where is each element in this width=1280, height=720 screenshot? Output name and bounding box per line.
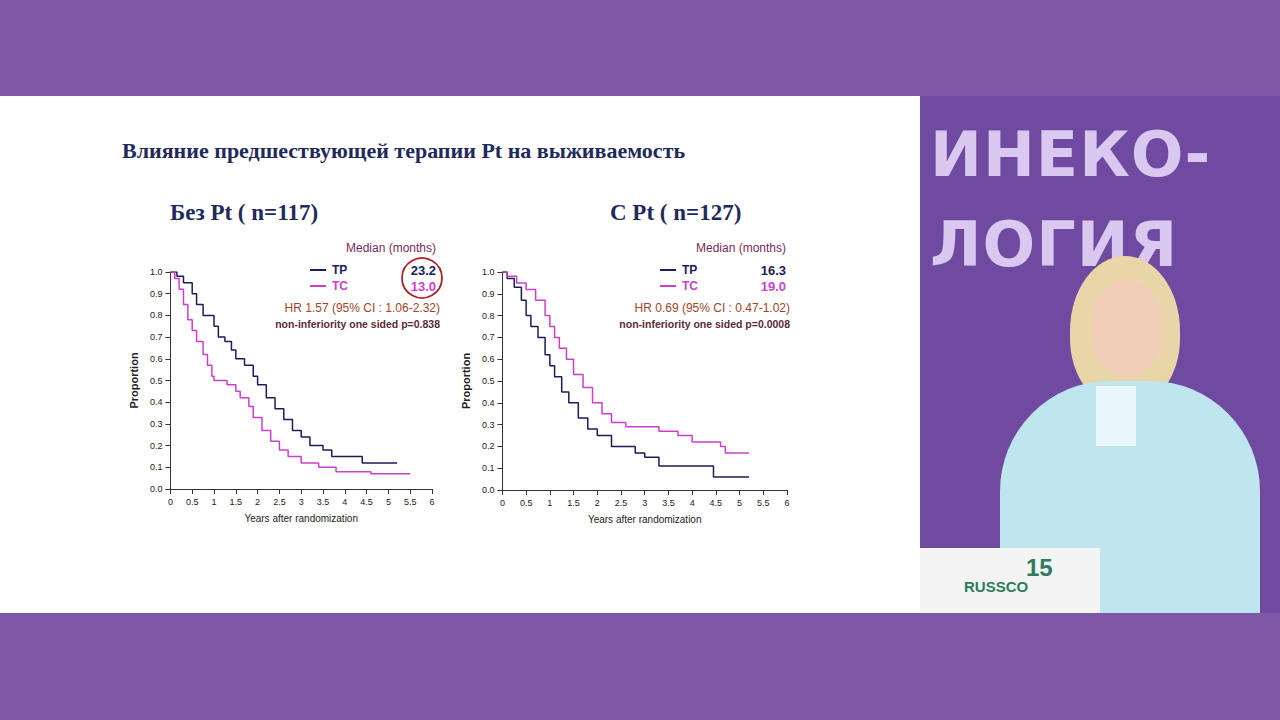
svg-text:0.6: 0.6 <box>482 354 495 364</box>
svg-text:HR 1.57 (95% CI : 1.06-2.32): HR 1.57 (95% CI : 1.06-2.32) <box>285 301 440 315</box>
svg-text:3: 3 <box>642 498 647 508</box>
svg-text:0.5: 0.5 <box>150 376 163 386</box>
svg-text:0.6: 0.6 <box>150 354 163 364</box>
svg-text:5.5: 5.5 <box>404 497 417 507</box>
svg-text:0.4: 0.4 <box>150 397 163 407</box>
svg-text:non-inferiority one sided p=0.: non-inferiority one sided p=0.0008 <box>619 318 790 330</box>
svg-text:0.7: 0.7 <box>150 332 163 342</box>
html-text:RUSSCO: RUSSCO <box>964 578 1029 595</box>
svg-text:Years after randomization: Years after randomization <box>588 514 702 525</box>
svg-text:1: 1 <box>547 498 552 508</box>
svg-text:0.5: 0.5 <box>186 497 199 507</box>
svg-text:1.5: 1.5 <box>567 498 580 508</box>
svg-text:2: 2 <box>255 497 260 507</box>
svg-text:4.5: 4.5 <box>360 497 373 507</box>
svg-text:5.5: 5.5 <box>757 498 770 508</box>
svg-text:0.2: 0.2 <box>150 441 163 451</box>
svg-text:TC: TC <box>332 279 348 293</box>
svg-text:5: 5 <box>737 498 742 508</box>
svg-text:16.3: 16.3 <box>761 263 786 278</box>
svg-text:3.5: 3.5 <box>662 498 675 508</box>
svg-text:0.3: 0.3 <box>482 420 495 430</box>
svg-text:0.0: 0.0 <box>482 485 495 495</box>
svg-text:0.8: 0.8 <box>482 311 495 321</box>
svg-text:1: 1 <box>212 497 217 507</box>
svg-text:0.1: 0.1 <box>150 462 163 472</box>
svg-text:Median (months): Median (months) <box>346 241 436 255</box>
html-text:ЛОГИЯ: ЛОГИЯ <box>930 208 1179 281</box>
svg-text:0: 0 <box>168 497 173 507</box>
svg-text:Proportion: Proportion <box>460 353 472 409</box>
svg-text:0.5: 0.5 <box>482 376 495 386</box>
svg-text:2: 2 <box>595 498 600 508</box>
html-text:С Pt ( n=127): С Pt ( n=127) <box>610 200 742 225</box>
svg-text:HR 0.69 (95% CI : 0.47-1.02): HR 0.69 (95% CI : 0.47-1.02) <box>635 301 790 315</box>
svg-text:5: 5 <box>386 497 391 507</box>
svg-text:1.5: 1.5 <box>230 497 243 507</box>
svg-text:4.5: 4.5 <box>710 498 723 508</box>
svg-text:0.3: 0.3 <box>150 419 163 429</box>
svg-text:0.2: 0.2 <box>482 441 495 451</box>
svg-text:3: 3 <box>299 497 304 507</box>
svg-text:0.8: 0.8 <box>150 310 163 320</box>
svg-text:2.5: 2.5 <box>615 498 628 508</box>
svg-text:0.1: 0.1 <box>482 463 495 473</box>
svg-text:0.5: 0.5 <box>520 498 533 508</box>
svg-text:0.0: 0.0 <box>150 484 163 494</box>
svg-text:3.5: 3.5 <box>317 497 330 507</box>
svg-text:TP: TP <box>682 263 697 277</box>
svg-text:0.7: 0.7 <box>482 332 495 342</box>
html-text:Без Pt ( n=117): Без Pt ( n=117) <box>170 200 319 225</box>
svg-text:4: 4 <box>342 497 347 507</box>
svg-text:2.5: 2.5 <box>273 497 286 507</box>
svg-text:TP: TP <box>332 263 347 277</box>
svg-text:0.9: 0.9 <box>482 289 495 299</box>
html-text:15: 15 <box>1026 554 1053 581</box>
svg-text:19.0: 19.0 <box>761 279 786 294</box>
html-text:ИНЕКО-: ИНЕКО- <box>930 118 1212 191</box>
svg-text:non-inferiority one sided p=0.: non-inferiority one sided p=0.838 <box>275 318 440 330</box>
svg-text:1.0: 1.0 <box>150 267 163 277</box>
svg-text:0.9: 0.9 <box>150 289 163 299</box>
svg-text:Median (months): Median (months) <box>696 241 786 255</box>
svg-text:13.0: 13.0 <box>411 279 436 294</box>
svg-text:TC: TC <box>682 279 698 293</box>
html-text:Влияние предшествующей терапии: Влияние предшествующей терапии Pt на выж… <box>122 138 686 163</box>
svg-text:0: 0 <box>500 498 505 508</box>
svg-text:Proportion: Proportion <box>128 352 140 408</box>
svg-text:6: 6 <box>784 498 789 508</box>
svg-text:0.4: 0.4 <box>482 398 495 408</box>
svg-text:23.2: 23.2 <box>411 263 436 278</box>
svg-text:Years after randomization: Years after randomization <box>244 513 358 524</box>
svg-text:4: 4 <box>690 498 695 508</box>
svg-text:1.0: 1.0 <box>482 267 495 277</box>
svg-text:6: 6 <box>429 497 434 507</box>
